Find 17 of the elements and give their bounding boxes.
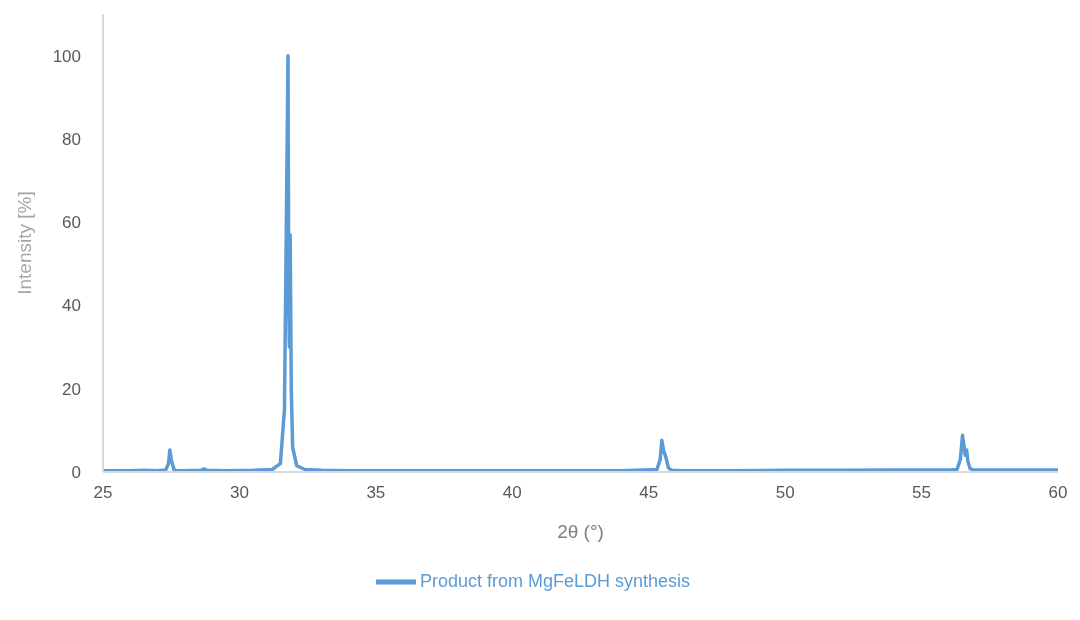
- legend-label: Product from MgFeLDH synthesis: [419, 570, 691, 591]
- x-tick-label: 35: [366, 483, 386, 503]
- x-tick-label: 40: [502, 483, 522, 503]
- x-tick-label: 60: [1048, 483, 1068, 503]
- x-tick-label: 30: [229, 483, 249, 503]
- x-tick-label: 45: [639, 483, 659, 503]
- y-tick-label: 100: [52, 46, 81, 66]
- x-tick-label: 55: [912, 483, 932, 503]
- x-tick-label: 50: [775, 483, 795, 503]
- y-tick-label: 60: [62, 213, 81, 233]
- y-tick-label: 80: [62, 129, 81, 149]
- y-axis-title: Intensity [%]: [13, 191, 35, 295]
- y-tick-label: 20: [62, 379, 81, 399]
- y-tick-label: 0: [71, 463, 81, 483]
- x-axis-title: 2θ (°): [557, 521, 604, 542]
- y-tick-label: 40: [62, 296, 81, 316]
- x-tick-label: 25: [93, 483, 113, 503]
